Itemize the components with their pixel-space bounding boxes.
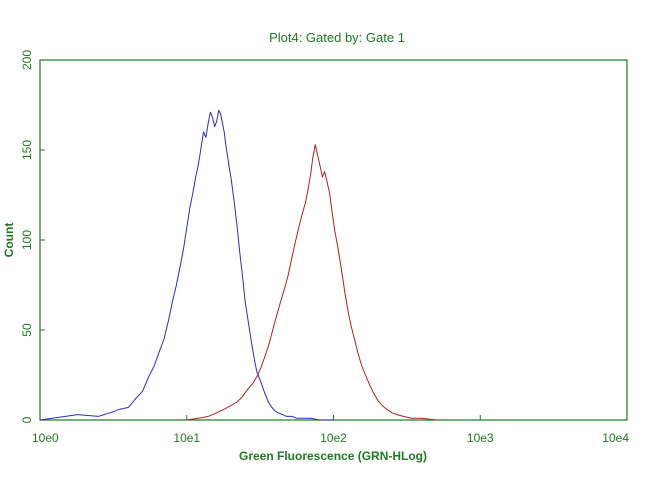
y-tick-label: 150 xyxy=(20,140,34,160)
y-tick-label: 50 xyxy=(20,323,34,337)
x-tick-label: 10e0 xyxy=(32,431,59,445)
x-axis: 10e0 10e1 10e2 10e3 10e4 xyxy=(32,415,629,445)
x-tick-label: 10e2 xyxy=(320,431,347,445)
series-layer xyxy=(39,109,437,421)
plot-frame xyxy=(39,59,628,421)
y-axis: 0 50 100 150 200 xyxy=(20,50,45,423)
x-tick-label: 10e1 xyxy=(173,431,200,445)
x-tick-label: 10e4 xyxy=(602,431,629,445)
chart-title: Plot4: Gated by: Gate 1 xyxy=(269,30,405,45)
x-tick-label: 10e3 xyxy=(467,431,494,445)
x-axis-title: Green Fluorescence (GRN-HLog) xyxy=(239,449,427,463)
y-tick-label: 200 xyxy=(20,50,34,70)
y-tick-label: 100 xyxy=(20,230,34,250)
y-tick-label: 0 xyxy=(20,416,34,423)
series-line-1 xyxy=(39,109,334,421)
y-axis-title: Count xyxy=(2,223,16,258)
series-line-2 xyxy=(186,144,437,421)
